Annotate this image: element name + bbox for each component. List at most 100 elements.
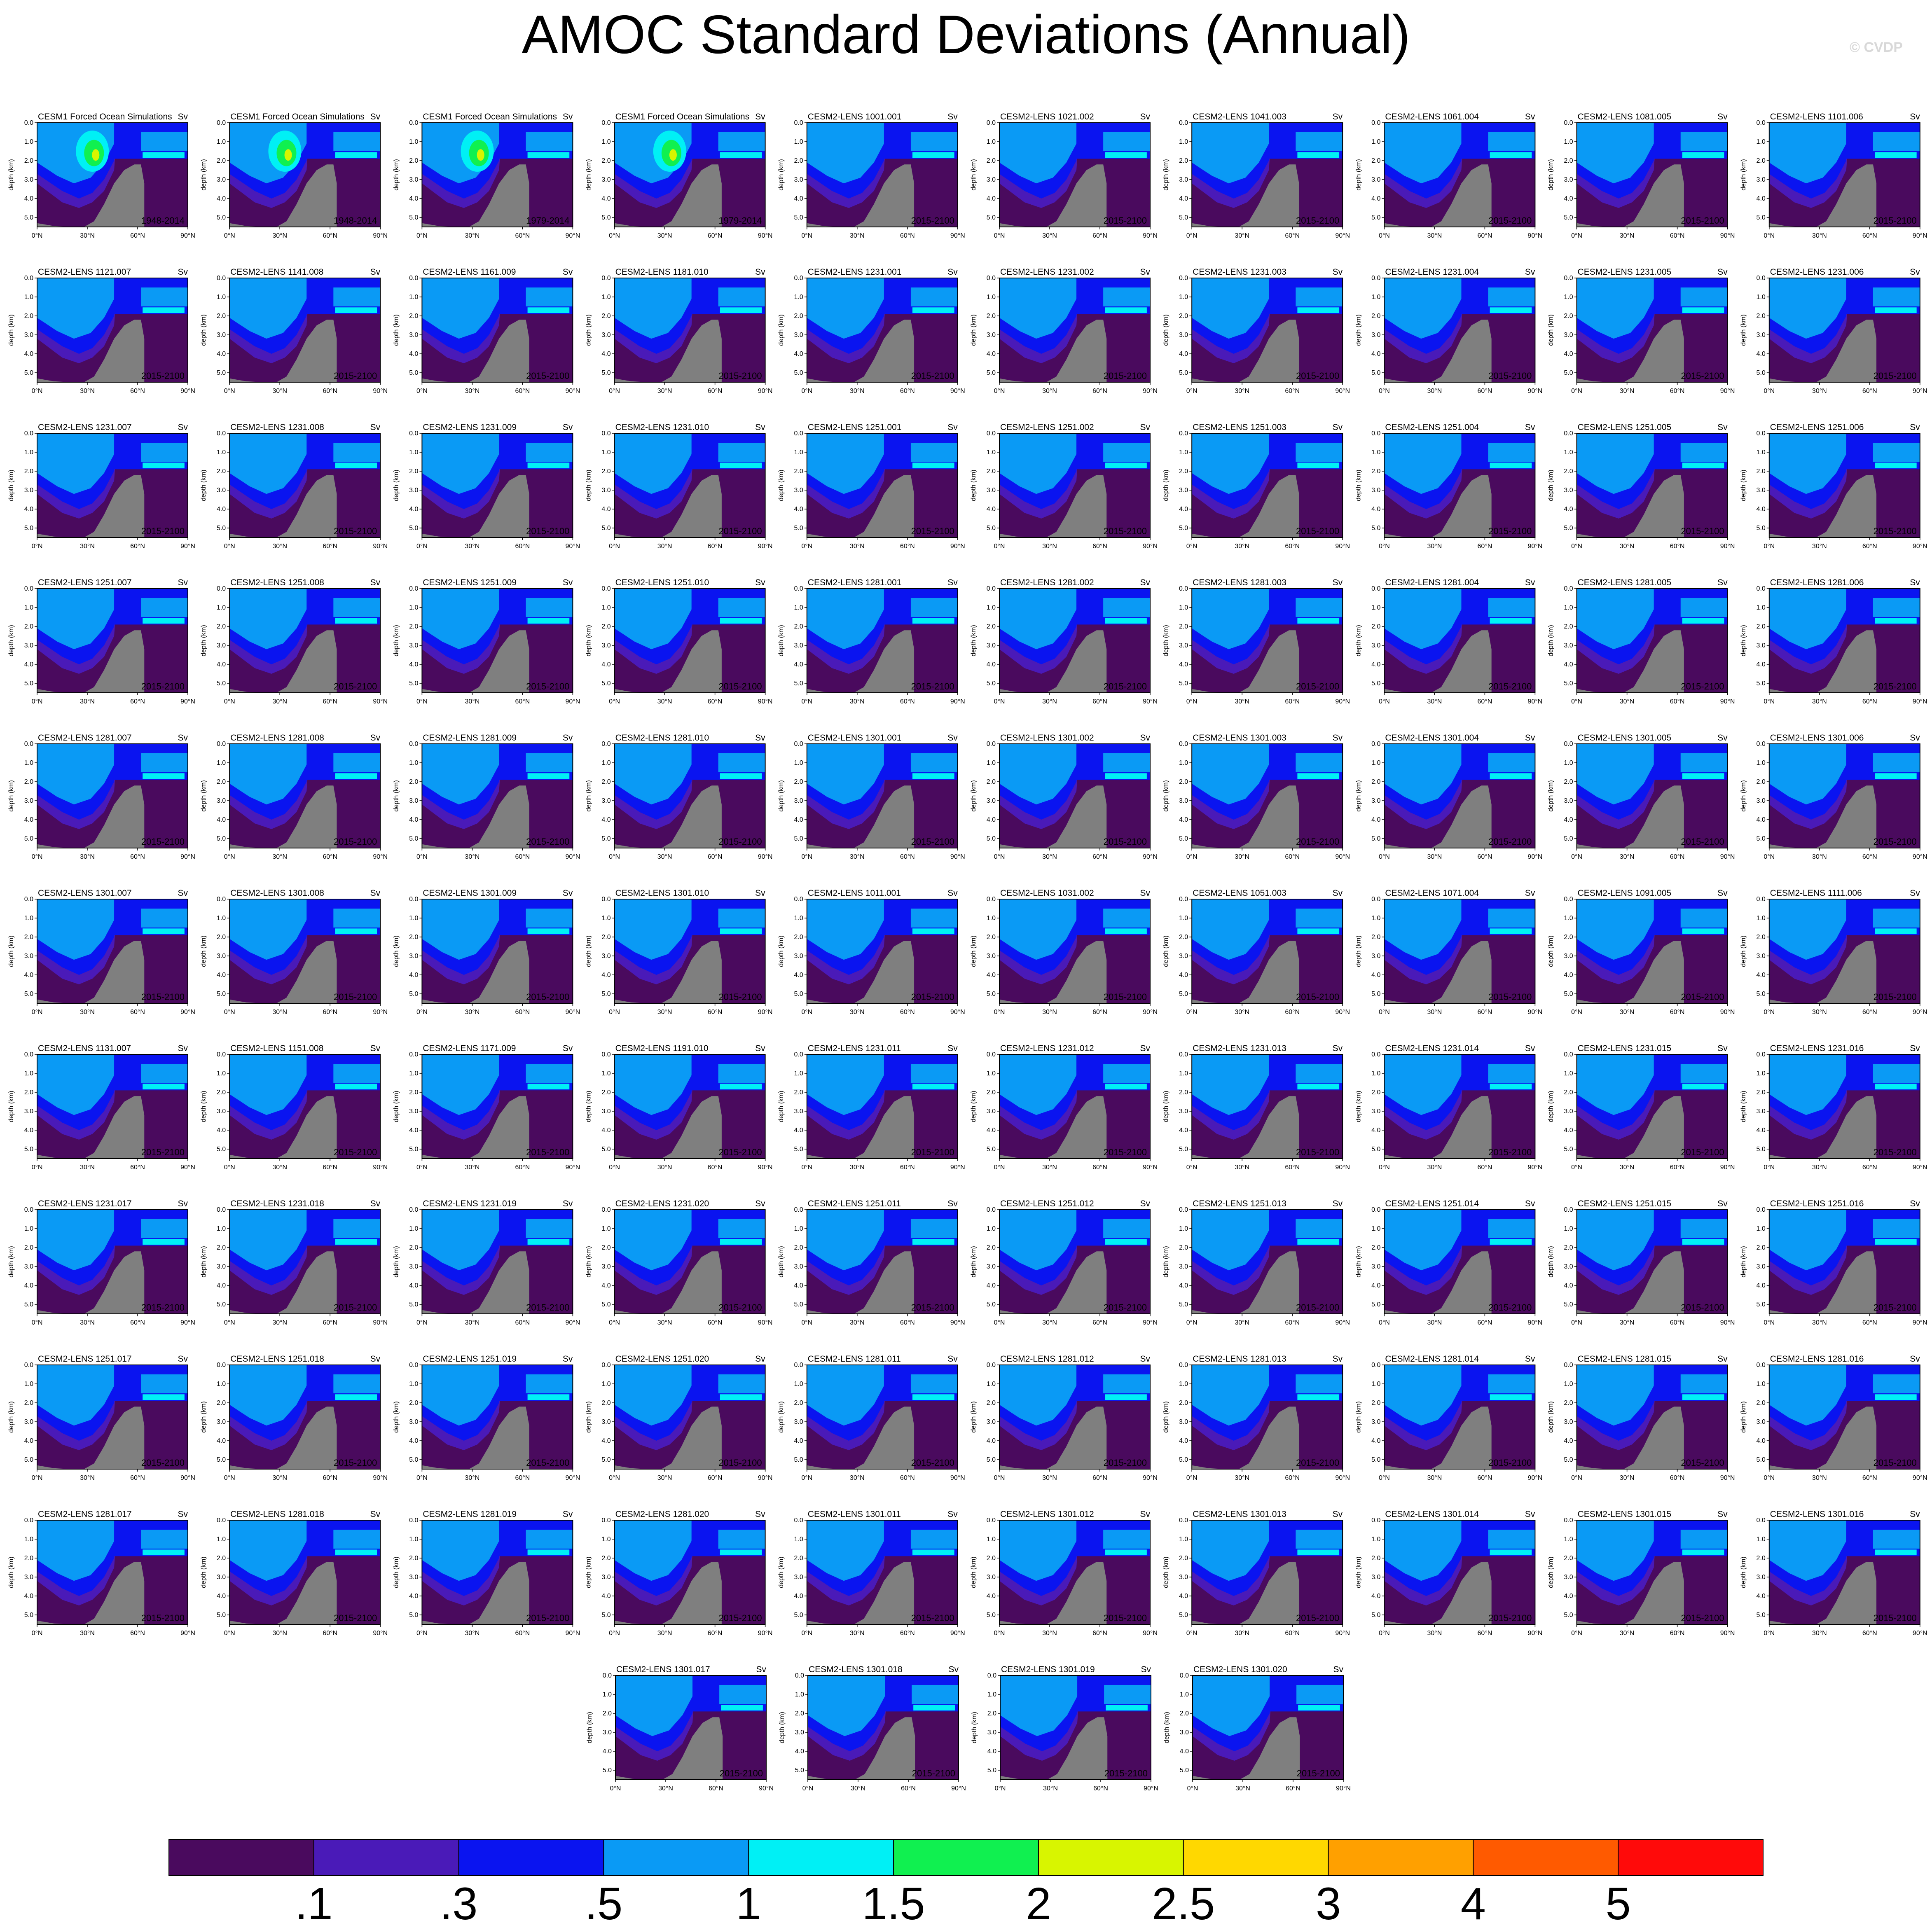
- y-tick-label: 5.0: [409, 214, 418, 221]
- y-tick-label: 5.0: [409, 991, 418, 998]
- y-tick-label: 2.0: [601, 157, 610, 164]
- contour-level: [1769, 1210, 1850, 1271]
- x-tick-label: 0°N: [32, 1009, 43, 1016]
- panel-units: Sv: [1140, 267, 1150, 277]
- background-level: [1106, 1556, 1150, 1624]
- y-tick-label: 2.0: [1371, 934, 1380, 941]
- panel-period: 2015-2100: [911, 1302, 954, 1313]
- plot-frame: [1768, 433, 1920, 538]
- contour-level: [999, 1520, 1080, 1581]
- panel-period: 2015-2100: [1874, 992, 1917, 1002]
- y-tick-label: 1.0: [1757, 759, 1766, 766]
- contour-level: [1873, 443, 1920, 462]
- contour-level: [1873, 287, 1920, 306]
- y-tick-label: 1.0: [794, 138, 803, 145]
- y-tick-label: 4.0: [601, 816, 610, 823]
- background-level: [1299, 159, 1343, 227]
- background-level: [721, 1245, 765, 1314]
- contour-level: [1576, 1520, 1657, 1581]
- panel-units: Sv: [755, 112, 765, 122]
- y-tick-label: 3.0: [1564, 1263, 1573, 1270]
- x-tick-label: 60°N: [130, 853, 145, 860]
- contour-level: [1192, 278, 1272, 339]
- y-axis-label: depth (km): [1162, 314, 1169, 346]
- x-tick-label: 0°N: [1764, 388, 1775, 395]
- x-tick-label: 30°N: [272, 388, 287, 395]
- contour-level: [1490, 152, 1532, 158]
- x-tick-label: 30°N: [1042, 388, 1057, 395]
- contour-level: [718, 287, 765, 306]
- y-tick-label: 3.0: [794, 176, 803, 183]
- y-axis-label: depth (km): [1163, 1712, 1170, 1743]
- contour-level: [1875, 1239, 1917, 1245]
- contour-level: [422, 1520, 503, 1581]
- x-tick-label: 30°N: [850, 1009, 865, 1016]
- x-tick-label: 30°N: [1235, 698, 1249, 705]
- plot-frame: [806, 1054, 958, 1159]
- y-tick-label: 3.0: [987, 176, 996, 183]
- contour-level: [1490, 307, 1532, 313]
- contour-level: [422, 433, 503, 494]
- y-tick-label: 4.0: [1371, 816, 1380, 823]
- panel-title: CESM2-LENS 1021.002: [1000, 112, 1094, 122]
- panel-units: Sv: [947, 1509, 958, 1519]
- y-tick-label: 4.0: [601, 1282, 610, 1289]
- y-tick-label: 3.0: [1757, 1418, 1766, 1425]
- y-tick-label: 1.0: [601, 915, 610, 922]
- x-tick-label: 90°N: [1720, 1164, 1735, 1171]
- background-level: [1491, 1245, 1535, 1314]
- y-tick-label: 5.0: [24, 835, 33, 842]
- x-tick-label: 60°N: [515, 1319, 530, 1326]
- panel-period: 2015-2100: [1104, 1147, 1147, 1157]
- y-tick-label: 1.0: [24, 1381, 33, 1388]
- x-tick-label: 60°N: [323, 698, 337, 705]
- x-tick-label: 60°N: [900, 853, 915, 860]
- x-tick-label: 30°N: [465, 1630, 480, 1637]
- panel-period: 2015-2100: [718, 681, 762, 692]
- panel-period: 2015-2100: [911, 526, 954, 536]
- y-tick-label: 5.0: [1371, 525, 1380, 532]
- panel-title: CESM2-LENS 1231.003: [1193, 267, 1286, 277]
- y-tick-label: 1.0: [24, 1536, 33, 1543]
- plot-frame: [421, 433, 573, 538]
- contour-level: [333, 753, 381, 772]
- panel-title: CESM2-LENS 1301.005: [1578, 733, 1672, 743]
- y-tick-label: 2.0: [217, 157, 226, 164]
- contour-level: [1192, 744, 1272, 805]
- y-tick-label: 1.0: [24, 138, 33, 145]
- y-tick-label: 1.0: [794, 1536, 803, 1543]
- x-tick-label: 60°N: [1092, 1474, 1107, 1481]
- y-tick-label: 0.0: [217, 1051, 226, 1058]
- x-tick-label: 30°N: [1620, 1319, 1635, 1326]
- contour-level: [912, 1084, 954, 1090]
- y-tick-label: 4.0: [601, 1593, 610, 1600]
- contour-level: [1873, 753, 1920, 772]
- panel-title: CESM2-LENS 1231.004: [1385, 267, 1479, 277]
- amoc-panel: CESM2-LENS 1251.006 Sv2015-21000.01.02.03…: [1740, 423, 1927, 550]
- amoc-panel: CESM2-LENS 1281.009 Sv2015-21000.01.02.03…: [393, 733, 580, 860]
- contour-level: [807, 433, 887, 494]
- panel-period: 2015-2100: [1488, 836, 1532, 847]
- contour-level: [333, 598, 381, 617]
- panel-period: 2015-2100: [1296, 215, 1339, 226]
- x-tick-label: 0°N: [416, 698, 428, 705]
- contour-level: [527, 1084, 570, 1090]
- y-axis-label: depth (km): [1162, 935, 1169, 967]
- contour-level: [37, 278, 118, 339]
- x-tick-label: 60°N: [900, 388, 915, 395]
- x-tick-label: 90°N: [180, 853, 195, 860]
- x-tick-label: 30°N: [1812, 543, 1827, 550]
- panel-units: Sv: [1910, 888, 1920, 898]
- y-tick-label: 1.0: [409, 1536, 418, 1543]
- y-tick-label: 1.0: [1564, 1536, 1573, 1543]
- x-tick-label: 60°N: [708, 1164, 723, 1171]
- y-axis-label: depth (km): [1355, 470, 1362, 501]
- panel-title: CESM2-LENS 1301.011: [808, 1509, 901, 1519]
- y-tick-label: 3.0: [1757, 953, 1766, 960]
- plot-frame: [37, 278, 188, 383]
- panel-period: 2015-2100: [1104, 992, 1147, 1002]
- background-level: [1106, 1090, 1150, 1159]
- panel-period: 2015-2100: [141, 1458, 185, 1468]
- panel-units: Sv: [563, 267, 573, 277]
- x-tick-label: 90°N: [373, 1009, 388, 1016]
